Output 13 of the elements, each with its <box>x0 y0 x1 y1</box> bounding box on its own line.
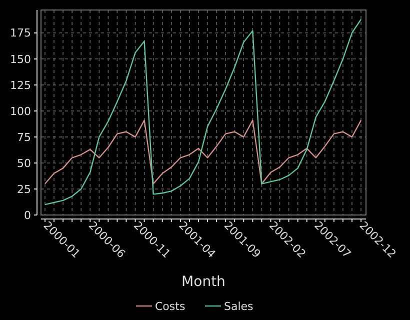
y-tick-label: 25 <box>17 182 31 196</box>
y-tick-label: 75 <box>17 130 31 144</box>
y-tick-label: 150 <box>10 52 31 66</box>
legend-label: Sales <box>224 300 254 313</box>
y-tick-label: 125 <box>10 78 31 92</box>
line-series <box>44 18 362 206</box>
y-tick-label: 50 <box>17 156 31 170</box>
legend-label: Costs <box>155 300 186 313</box>
y-tick-label: 175 <box>10 26 31 40</box>
y-tick-label: 100 <box>10 104 31 118</box>
y-tick-label: 0 <box>24 208 31 222</box>
line-series <box>44 120 362 184</box>
x-axis-title: Month <box>182 274 226 290</box>
